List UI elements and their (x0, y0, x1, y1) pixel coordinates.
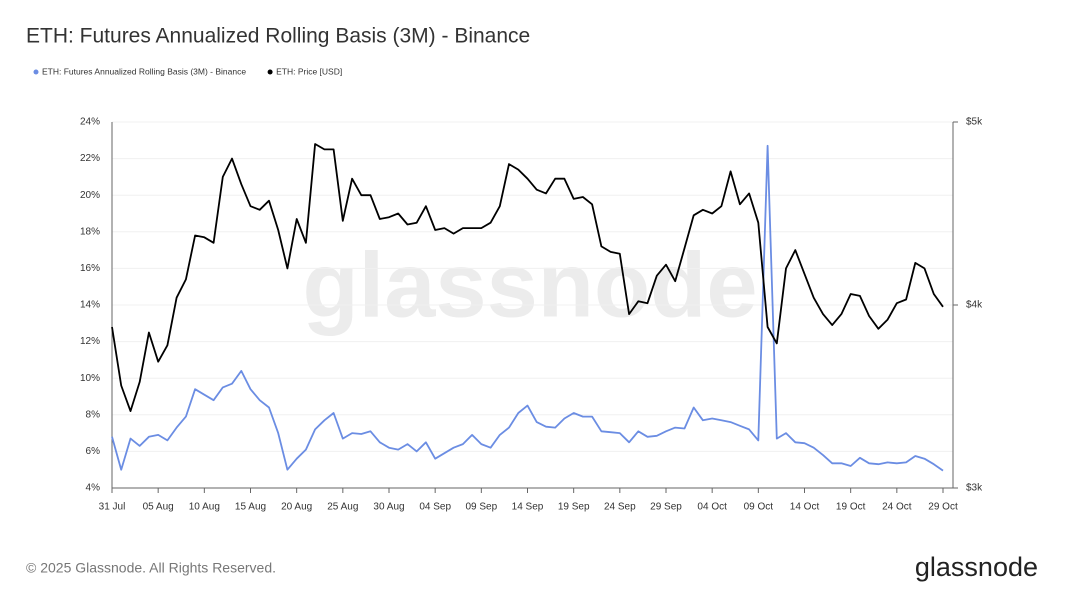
x-tick-label: 19 Sep (558, 502, 590, 513)
y2-tick-label: $5k (966, 117, 983, 128)
x-tick-label: 30 Aug (373, 502, 404, 513)
watermark: glassnode (302, 234, 757, 336)
y2-tick-label: $4k (966, 300, 983, 311)
x-tick-label: 15 Aug (235, 502, 266, 513)
x-tick-label: 10 Aug (189, 502, 220, 513)
series-line (111, 144, 944, 472)
y-tick-label: 12% (80, 336, 100, 347)
x-tick-label: 04 Oct (697, 502, 727, 513)
x-tick-label: 14 Oct (790, 502, 820, 513)
copyright: © 2025 Glassnode. All Rights Reserved. (26, 560, 276, 576)
y-tick-label: 10% (80, 373, 100, 384)
logo: glassnode (915, 552, 1038, 582)
y-tick-label: 4% (86, 483, 101, 494)
chart-title: ETH: Futures Annualized Rolling Basis (3… (26, 25, 530, 48)
y-tick-label: 24% (80, 117, 100, 128)
x-tick-label: 29 Sep (650, 502, 682, 513)
x-tick-label: 09 Sep (465, 502, 497, 513)
y2-tick-label: $3k (966, 483, 983, 494)
x-tick-label: 05 Aug (143, 502, 174, 513)
legend-label: ETH: Price [USD] (276, 66, 342, 76)
x-tick-label: 14 Sep (512, 502, 544, 513)
x-tick-label: 25 Aug (327, 502, 358, 513)
x-tick-label: 31 Jul (99, 502, 126, 513)
y-tick-label: 14% (80, 300, 100, 311)
y-tick-label: 8% (86, 409, 101, 420)
y-tick-label: 6% (86, 446, 101, 457)
series-line (111, 143, 944, 412)
y-tick-label: 18% (80, 226, 100, 237)
y-tick-label: 20% (80, 190, 100, 201)
x-tick-label: 24 Sep (604, 502, 636, 513)
x-tick-label: 04 Sep (419, 502, 451, 513)
legend-marker (33, 69, 39, 75)
y-tick-label: 22% (80, 153, 100, 164)
y-tick-label: 16% (80, 263, 100, 274)
legend-label: ETH: Futures Annualized Rolling Basis (3… (42, 66, 246, 76)
x-tick-label: 24 Oct (882, 502, 912, 513)
x-tick-label: 20 Aug (281, 502, 312, 513)
x-tick-label: 29 Oct (928, 502, 958, 513)
legend-marker (267, 69, 273, 75)
x-tick-label: 19 Oct (836, 502, 866, 513)
x-tick-label: 09 Oct (744, 502, 774, 513)
